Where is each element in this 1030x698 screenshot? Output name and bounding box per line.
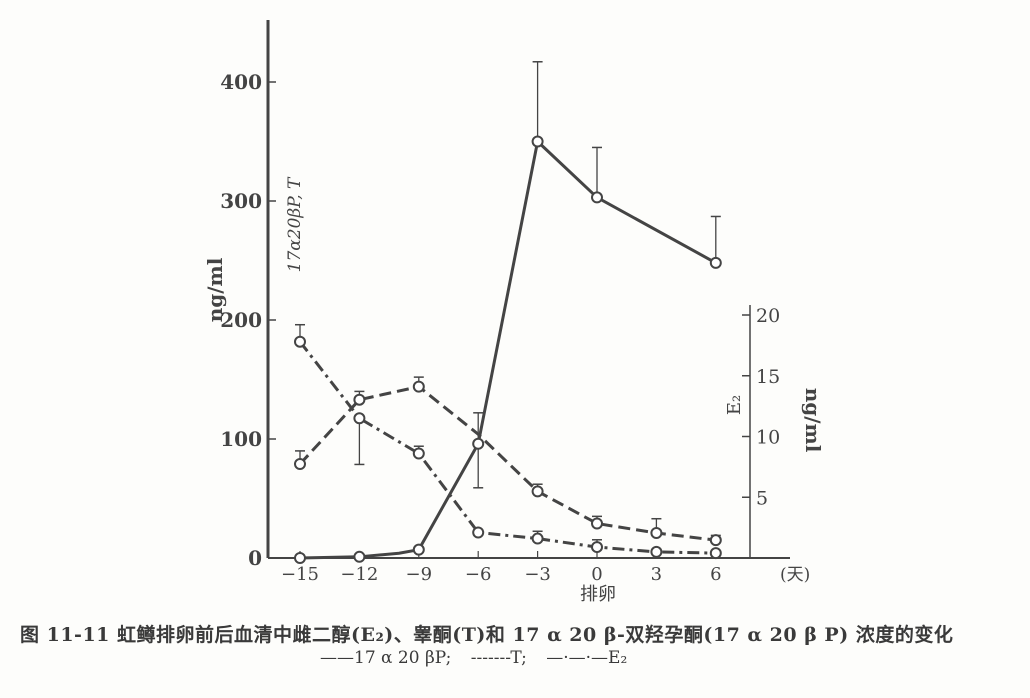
x-tick-label: −12 [340, 564, 378, 585]
left-tick-label: 0 [248, 546, 262, 570]
right-tick-label: 20 [756, 305, 780, 327]
left-tick-label: 100 [220, 427, 262, 451]
series-2-point [591, 541, 603, 554]
series-2-point [709, 547, 722, 560]
series-2-point [472, 526, 485, 539]
right-tick-label: 15 [756, 366, 780, 388]
left-tick-label: 400 [220, 70, 262, 94]
series-2-point [412, 447, 425, 460]
series-1-point [412, 380, 425, 393]
x-axis-label: 排卵 [580, 584, 616, 605]
x-tick-label: 0 [591, 564, 602, 585]
legend-entry-t: -------T; [470, 648, 527, 668]
legend-entry-17a20bp: ——17 α 20 βP; [320, 648, 452, 668]
series-2-point [650, 545, 663, 558]
series-0-point [412, 543, 425, 556]
right-tick-label: 5 [756, 487, 768, 509]
series-0-point [709, 256, 722, 269]
series-0-point [353, 550, 366, 563]
legend: ——17 α 20 βP; -------T; —·—·—E₂ [320, 648, 641, 668]
series-1-point [709, 534, 722, 547]
left-tick-label: 200 [220, 308, 262, 332]
series-1-point [294, 457, 306, 470]
series-2-line [298, 340, 716, 555]
series-2-point [531, 532, 544, 545]
x-tick-label: −9 [406, 564, 433, 585]
right-y-axis-series-label: E₂ [724, 395, 745, 415]
series-2-point [294, 335, 306, 348]
x-tick-label: −3 [524, 564, 551, 585]
series-0-point [472, 437, 485, 450]
x-unit-label: (天) [780, 565, 810, 585]
series-0-point [294, 552, 306, 564]
left-y-axis-units: ng/ml [203, 257, 227, 322]
right-y-axis-units: ng/ml [801, 388, 825, 453]
series-0-point [591, 191, 603, 204]
series-1-point [650, 527, 663, 540]
series-0-point [531, 135, 544, 148]
series-1-point [531, 485, 544, 498]
x-tick-label: −15 [281, 564, 319, 585]
series-0-line [299, 138, 717, 560]
figure-caption: 图 11-11 虹鳟排卵前后血清中雌二醇(E₂)、睾酮(T)和 17 α 20 … [20, 624, 954, 646]
left-y-axis-series-label: 17α20βP, T [285, 176, 305, 272]
x-tick-label: 3 [651, 564, 662, 585]
series-2-point [353, 412, 366, 425]
right-tick-label: 10 [756, 427, 780, 449]
left-tick-label: 300 [220, 189, 262, 213]
x-tick-label: −6 [465, 564, 492, 585]
x-tick-label: 6 [710, 564, 721, 585]
series-1-point [591, 517, 603, 530]
series-1-line [298, 385, 716, 542]
legend-entry-e2: —·—·—E₂ [546, 648, 628, 668]
series-1-point [353, 393, 366, 406]
